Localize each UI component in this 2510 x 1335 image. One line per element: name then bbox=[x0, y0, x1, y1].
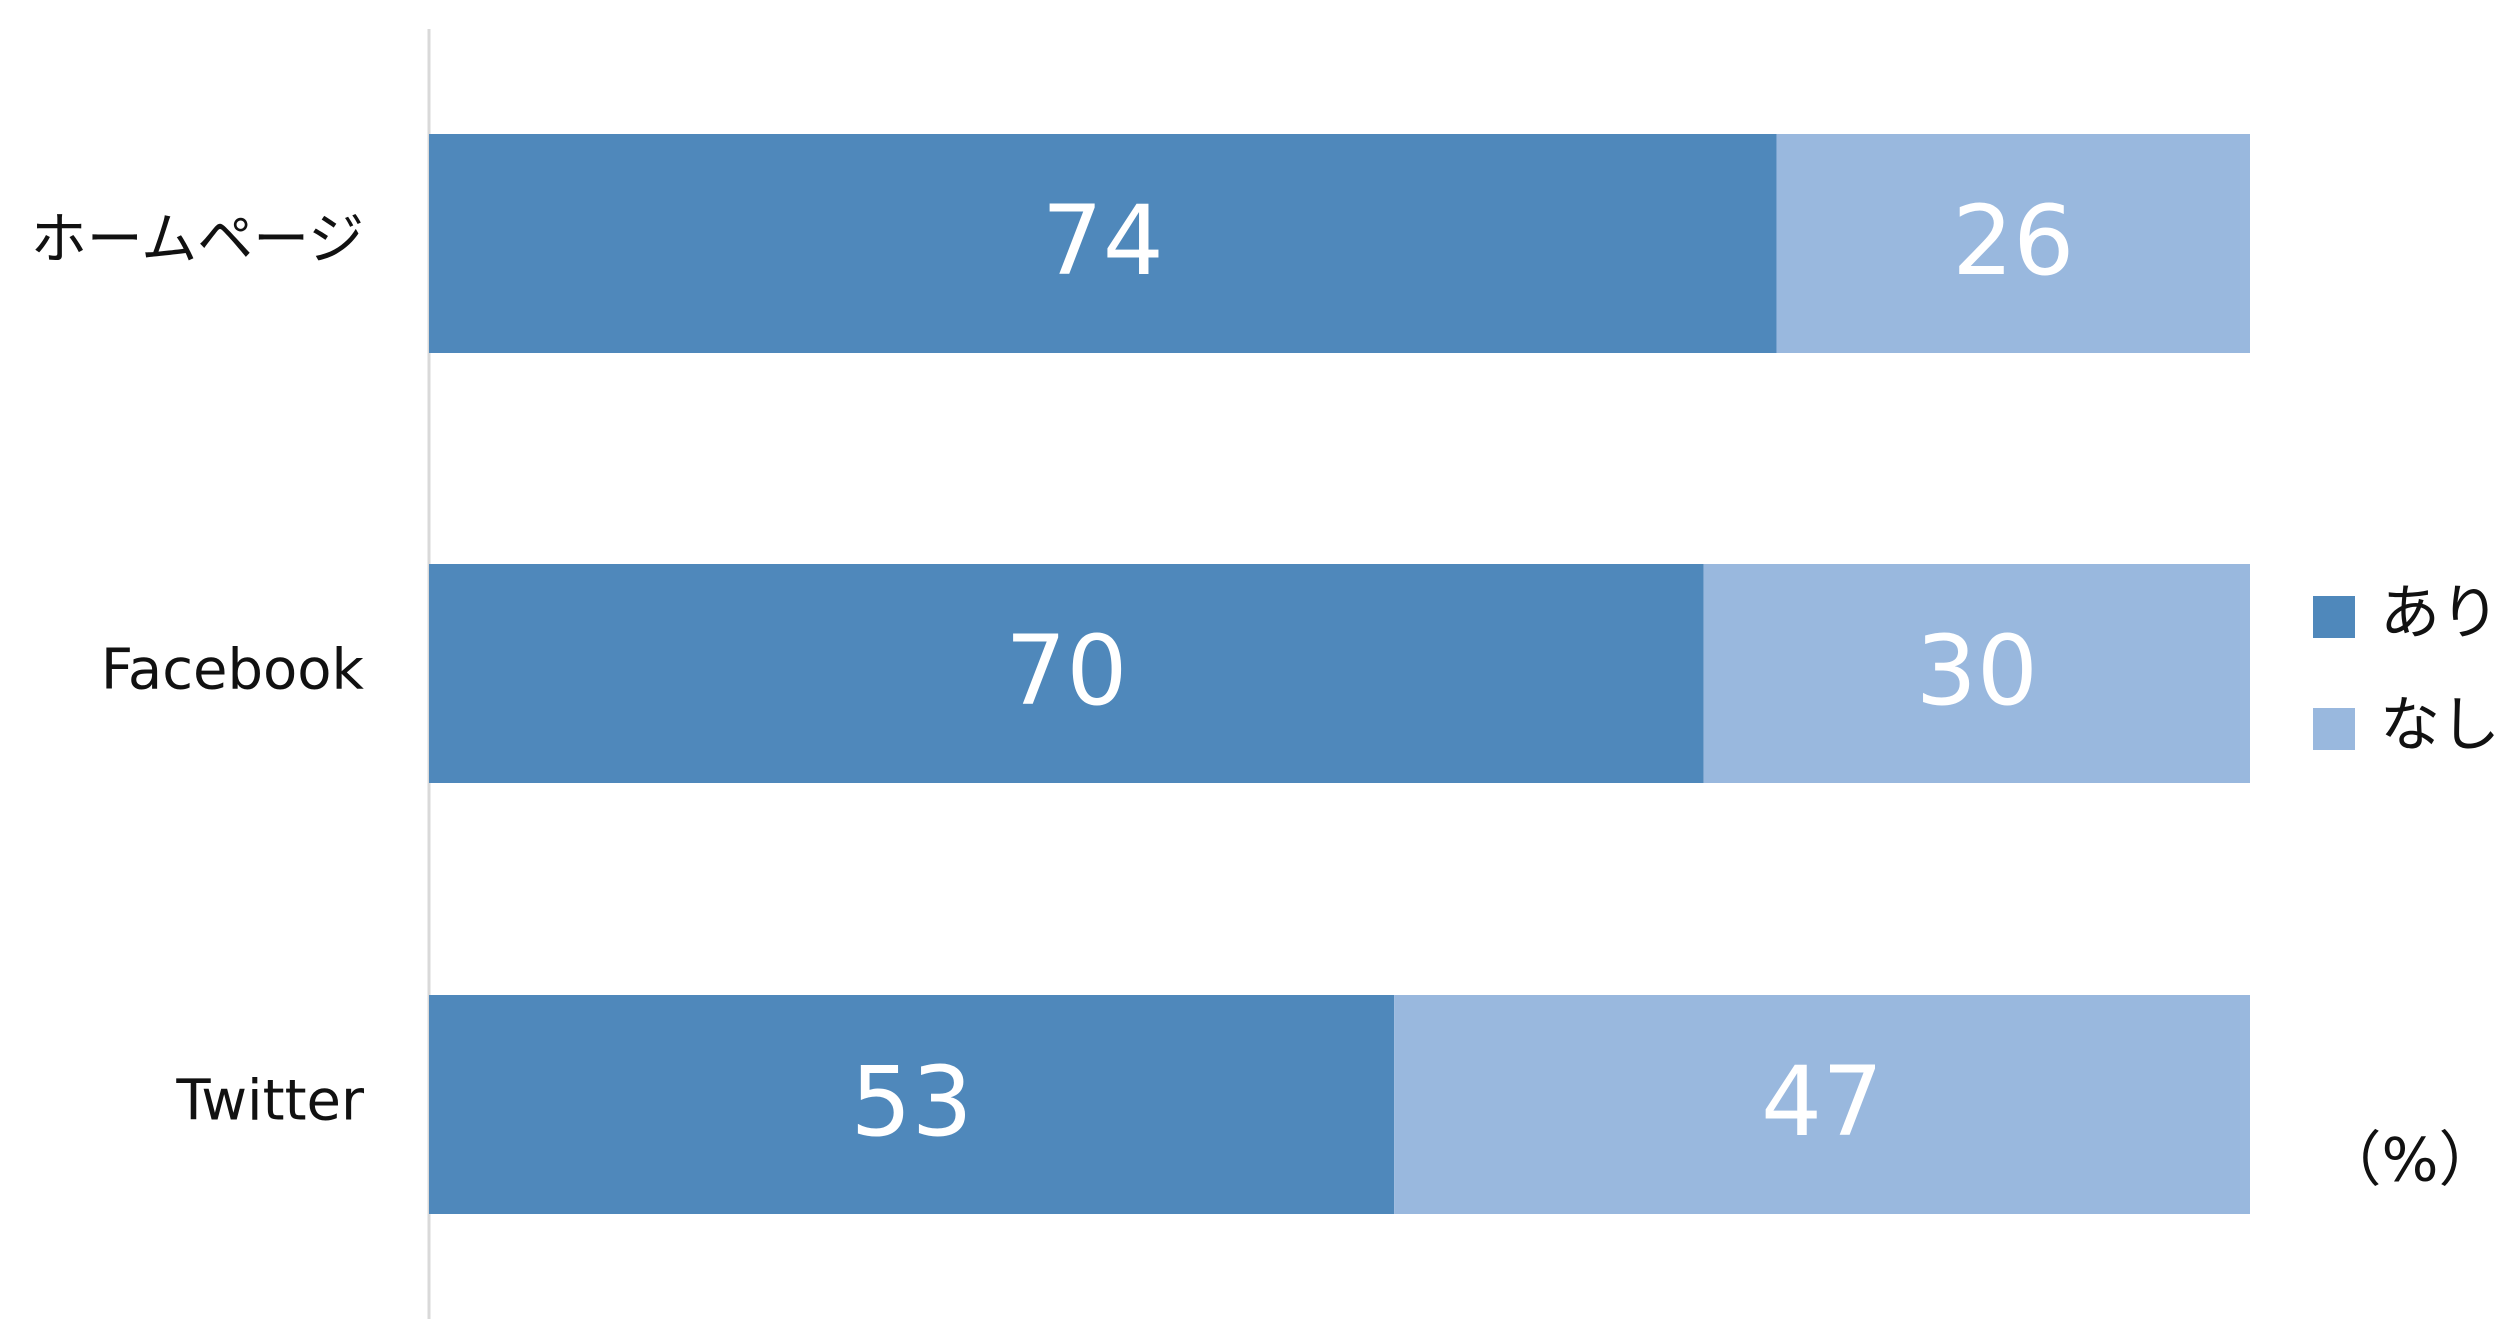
bar-segment bbox=[429, 564, 1704, 783]
bar-segment bbox=[1394, 995, 2250, 1214]
y-tick-label: ホームページ bbox=[31, 208, 364, 273]
value-label: 53 bbox=[850, 1046, 972, 1158]
y-tick-label: Twitter bbox=[175, 1069, 365, 1134]
legend-label: なし bbox=[2380, 691, 2500, 761]
value-label: 26 bbox=[1952, 185, 2074, 297]
value-label: 30 bbox=[1916, 615, 2038, 727]
unit-label: （%） bbox=[2321, 1126, 2498, 1196]
bar-segment bbox=[1703, 564, 2250, 783]
y-tick-label: Facebook bbox=[101, 638, 365, 703]
bar-segment bbox=[429, 134, 1777, 353]
value-label: 74 bbox=[1042, 185, 1164, 297]
legend-swatch bbox=[2313, 596, 2355, 638]
legend-label: あり bbox=[2380, 579, 2500, 649]
value-label: 47 bbox=[1761, 1046, 1883, 1158]
bar-segment bbox=[1776, 134, 2250, 353]
value-label: 70 bbox=[1005, 615, 1127, 727]
bar-segment bbox=[429, 995, 1395, 1214]
legend-swatch bbox=[2313, 708, 2355, 750]
